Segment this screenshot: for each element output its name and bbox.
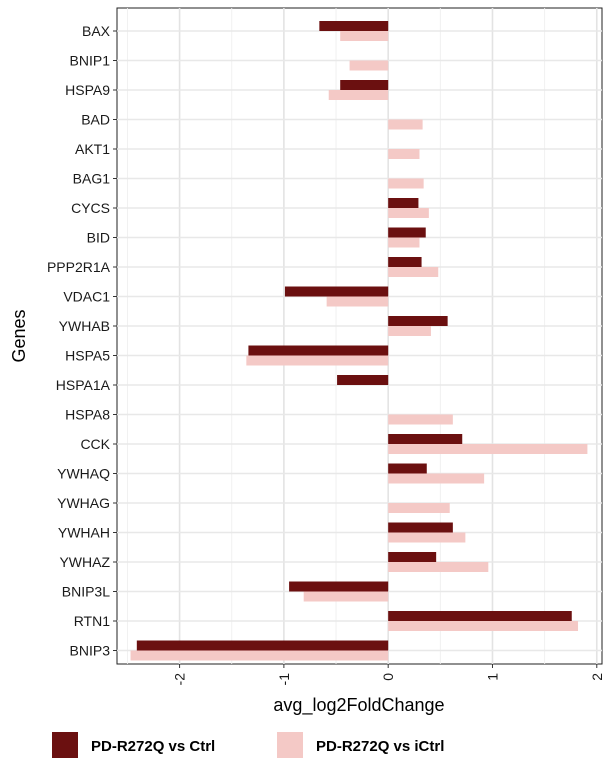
- legend-label-series-0: PD-R272Q vs Ctrl: [91, 738, 215, 755]
- bar-bnip1-series-1: [349, 60, 389, 71]
- bar-akt1-series-1: [388, 149, 420, 159]
- legend-swatch-series-0: [52, 732, 78, 758]
- y-tick-label: VDAC1: [63, 289, 110, 305]
- legend-label-series-1: PD-R272Q vs iCtrl: [316, 738, 444, 755]
- y-tick-label: BID: [87, 230, 110, 246]
- y-tick-label: BNIP3: [70, 643, 111, 659]
- x-tick-label: -1: [276, 673, 292, 686]
- bar-ywhaz-series-0: [388, 552, 437, 562]
- bar-bid-series-1: [388, 237, 420, 248]
- bar-rtn1-series-0: [388, 611, 572, 621]
- bar-ywhah-series-0: [388, 522, 453, 533]
- bar-cycs-series-0: [388, 198, 419, 208]
- y-tick-label: PPP2R1A: [47, 259, 111, 275]
- bar-ywhab-series-0: [388, 316, 448, 326]
- x-tick-label: 2: [589, 673, 605, 681]
- y-tick-label: BAX: [82, 23, 111, 39]
- legend: PD-R272Q vs Ctrl PD-R272Q vs iCtrl: [52, 732, 444, 758]
- y-axis-ticks: BAX BNIP1 HSPA9 BAD AKT1 BAG1 CYCS BID PPP2R1A VD…: [47, 23, 117, 659]
- y-tick-label: BAG1: [73, 171, 111, 187]
- bar-hspa1a-series-0: [337, 375, 389, 385]
- bar-ywhaq-series-0: [388, 463, 427, 474]
- bar-hspa9-series-1: [328, 90, 389, 100]
- bar-cycs-series-1: [388, 208, 429, 218]
- bar-bag1-series-1: [388, 178, 424, 189]
- bar-bax-series-1: [340, 31, 389, 41]
- legend-swatch-series-1: [277, 732, 303, 758]
- y-tick-label: HSPA8: [65, 407, 110, 423]
- y-tick-label: YWHAG: [57, 495, 110, 511]
- bar-ywhab-series-1: [388, 326, 431, 336]
- y-tick-label: HSPA9: [65, 82, 110, 98]
- bar-bid-series-0: [388, 227, 426, 238]
- bar-bax-series-0: [319, 21, 389, 31]
- y-tick-label: YWHAH: [58, 525, 110, 541]
- plot-panel: [116, 7, 603, 665]
- bar-hspa8-series-1: [388, 414, 453, 425]
- bar-hspa5-series-1: [246, 355, 389, 366]
- y-tick-label: HSPA1A: [56, 377, 111, 393]
- x-axis-ticks: -2 -1 0 1 2: [172, 664, 605, 685]
- y-tick-label: HSPA5: [65, 348, 110, 364]
- bar-hspa9-series-0: [340, 80, 389, 90]
- y-tick-label: RTN1: [74, 613, 111, 629]
- y-tick-label: BNIP1: [70, 53, 111, 69]
- bar-bnip3l-series-1: [303, 591, 389, 602]
- x-tick-label: 1: [484, 673, 500, 681]
- y-tick-label: CCK: [80, 436, 110, 452]
- bar-ywhaz-series-1: [388, 562, 489, 572]
- y-tick-label: BAD: [81, 112, 110, 128]
- x-tick-label: -2: [172, 673, 188, 686]
- bar-bnip3l-series-0: [289, 581, 389, 592]
- y-tick-label: AKT1: [75, 141, 110, 157]
- bar-vdac1-series-0: [284, 286, 389, 297]
- bar-vdac1-series-1: [326, 296, 389, 307]
- x-tick-label: 0: [380, 673, 396, 681]
- x-axis-title: avg_log2FoldChange: [273, 695, 444, 716]
- y-tick-label: YWHAZ: [59, 554, 110, 570]
- bar-bad-series-1: [388, 119, 423, 130]
- bar-ywhaq-series-1: [388, 473, 485, 484]
- bar-bnip3-series-1: [130, 650, 389, 661]
- bar-ywhah-series-1: [388, 532, 466, 543]
- bar-hspa5-series-0: [248, 345, 389, 356]
- y-tick-label: BNIP3L: [62, 584, 110, 600]
- bar-ppp2r1a-series-1: [388, 267, 439, 277]
- bar-bnip3-series-0: [136, 640, 389, 651]
- bar-rtn1-series-1: [388, 621, 579, 631]
- bar-ywhag-series-1: [388, 503, 450, 513]
- y-tick-label: YWHAQ: [57, 466, 110, 482]
- bar-ppp2r1a-series-0: [388, 257, 422, 267]
- bar-cck-series-0: [388, 434, 463, 444]
- y-axis-title: Genes: [9, 309, 29, 362]
- y-tick-label: CYCS: [71, 200, 110, 216]
- bar-cck-series-1: [388, 444, 588, 454]
- bars: [130, 21, 588, 661]
- y-tick-label: YWHAB: [59, 318, 110, 334]
